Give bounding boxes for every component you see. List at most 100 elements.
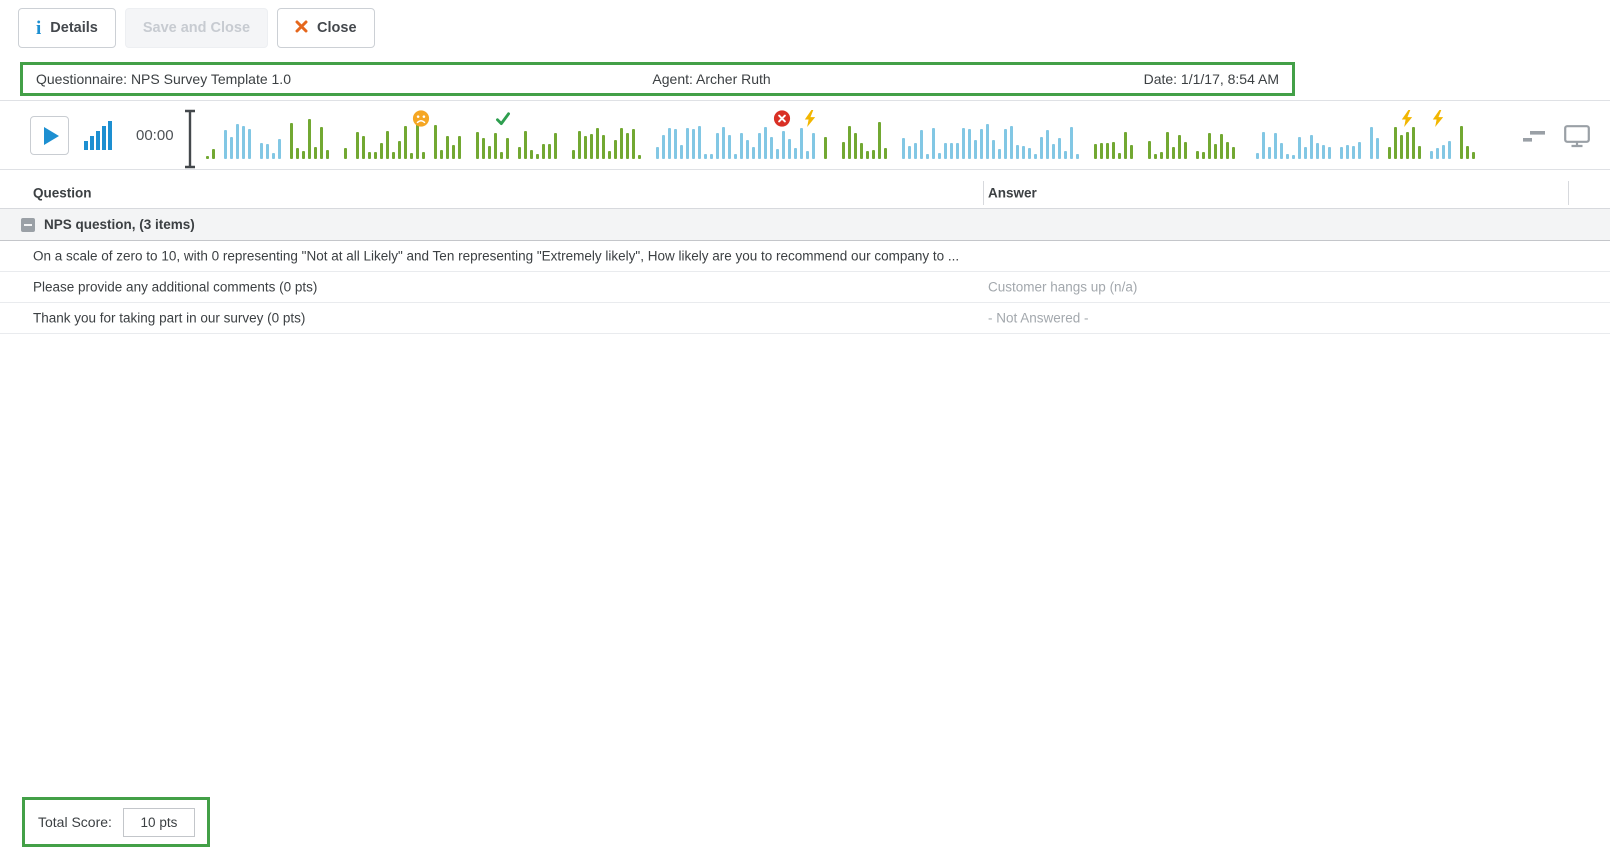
wave-bar: [914, 143, 917, 159]
wave-bar: [1016, 145, 1019, 159]
agent-name: Agent: Archer Ruth: [652, 71, 771, 87]
wave-bar: [1232, 147, 1235, 159]
wave-bar: [698, 126, 701, 159]
wave-bar: [1220, 134, 1223, 159]
wave-bar: [626, 133, 629, 159]
total-score-value: 10 pts: [122, 807, 195, 837]
details-button[interactable]: i Details: [18, 8, 116, 48]
playback-time: 00:00: [136, 127, 174, 144]
wave-bar: [1286, 154, 1289, 159]
question-cell: On a scale of zero to 10, with 0 represe…: [33, 248, 960, 264]
wave-bar: [884, 148, 887, 159]
group-row-nps[interactable]: NPS question, (3 items): [0, 209, 1610, 241]
table-row[interactable]: On a scale of zero to 10, with 0 represe…: [0, 241, 1610, 272]
volume-icon[interactable]: [84, 120, 112, 150]
close-button[interactable]: Close: [277, 8, 375, 48]
wave-bar: [1256, 153, 1259, 159]
wave-bar: [1106, 143, 1109, 159]
wave-bar: [308, 119, 311, 159]
wave-bar: [578, 131, 581, 159]
wave-bar: [1154, 154, 1157, 159]
interaction-date: Date: 1/1/17, 8:54 AM: [1143, 71, 1279, 87]
collapse-icon[interactable]: [21, 217, 35, 232]
wave-bar: [842, 142, 845, 159]
wave-bar: [1472, 152, 1475, 159]
wave-bar: [926, 154, 929, 159]
wave-bar: [302, 151, 305, 159]
wave-bar: [1028, 148, 1031, 159]
wave-bar: [656, 147, 659, 159]
column-divider: [1568, 181, 1569, 205]
save-and-close-button: Save and Close: [124, 8, 269, 48]
answer-column-header: Answer: [988, 185, 1037, 201]
wave-bar: [1466, 146, 1469, 159]
wave-bar: [662, 135, 665, 159]
wave-bar: [368, 152, 371, 159]
wave-bar: [692, 129, 695, 159]
wave-bar: [500, 152, 503, 159]
wave-bar: [680, 145, 683, 159]
wave-bar: [374, 152, 377, 159]
wave-bar: [1448, 141, 1451, 159]
close-button-label: Close: [317, 20, 357, 36]
table-row[interactable]: Please provide any additional comments (…: [0, 272, 1610, 303]
wave-bar: [1040, 137, 1043, 159]
wave-bar: [1328, 147, 1331, 159]
wave-bar: [356, 132, 359, 159]
wave-bar: [230, 137, 233, 159]
waveform[interactable]: [200, 113, 1480, 159]
wave-bar: [860, 143, 863, 159]
wave-bar: [1178, 135, 1181, 159]
wave-bar: [494, 133, 497, 159]
wave-bar: [446, 136, 449, 159]
sad-face-marker-icon[interactable]: [413, 110, 430, 127]
wave-bar: [1436, 148, 1439, 159]
wave-bar: [476, 132, 479, 159]
wave-bar: [812, 133, 815, 159]
wave-bar: [320, 127, 323, 159]
wave-bar: [548, 144, 551, 159]
wave-bar: [638, 155, 641, 159]
wave-bar: [1076, 154, 1079, 159]
wave-bar: [1460, 126, 1463, 159]
wave-bar: [278, 139, 281, 159]
bolt-marker-icon[interactable]: [802, 110, 819, 127]
playhead-cursor[interactable]: [183, 109, 197, 174]
wave-bar: [260, 143, 263, 159]
screen-recording-icon[interactable]: [1564, 125, 1590, 153]
wave-bar: [1046, 130, 1049, 159]
wave-bar: [944, 143, 947, 159]
wave-bar: [764, 127, 767, 159]
wave-bar: [1340, 147, 1343, 159]
wave-bar: [746, 140, 749, 159]
wave-bar: [674, 129, 677, 159]
wave-bar: [596, 128, 599, 159]
check-marker-icon[interactable]: [495, 110, 512, 127]
wave-bar: [1034, 154, 1037, 159]
table-header: Question Answer: [0, 178, 1610, 209]
error-marker-icon[interactable]: [774, 110, 791, 127]
wave-bar: [212, 149, 215, 159]
wave-bar: [440, 150, 443, 159]
table-row[interactable]: Thank you for taking part in our survey …: [0, 303, 1610, 334]
wave-bar: [518, 147, 521, 159]
wave-bar: [854, 133, 857, 159]
wave-bar: [326, 150, 329, 159]
wave-bar: [728, 135, 731, 159]
wave-bar: [1262, 132, 1265, 159]
bolt-marker-icon[interactable]: [1400, 110, 1417, 127]
wave-bar: [1226, 142, 1229, 159]
bolt-marker-icon[interactable]: [1431, 110, 1448, 127]
timeline-icon[interactable]: [1523, 130, 1546, 148]
wave-bar: [392, 152, 395, 159]
play-button[interactable]: [30, 116, 69, 155]
wave-bar: [344, 148, 347, 159]
wave-bar: [1208, 133, 1211, 159]
wave-bar: [974, 140, 977, 159]
wave-bar: [1160, 152, 1163, 159]
wave-bar: [1004, 129, 1007, 159]
wave-bar: [1274, 133, 1277, 159]
wave-bar: [1394, 127, 1397, 159]
wave-bar: [920, 130, 923, 159]
wave-bar: [1352, 146, 1355, 159]
